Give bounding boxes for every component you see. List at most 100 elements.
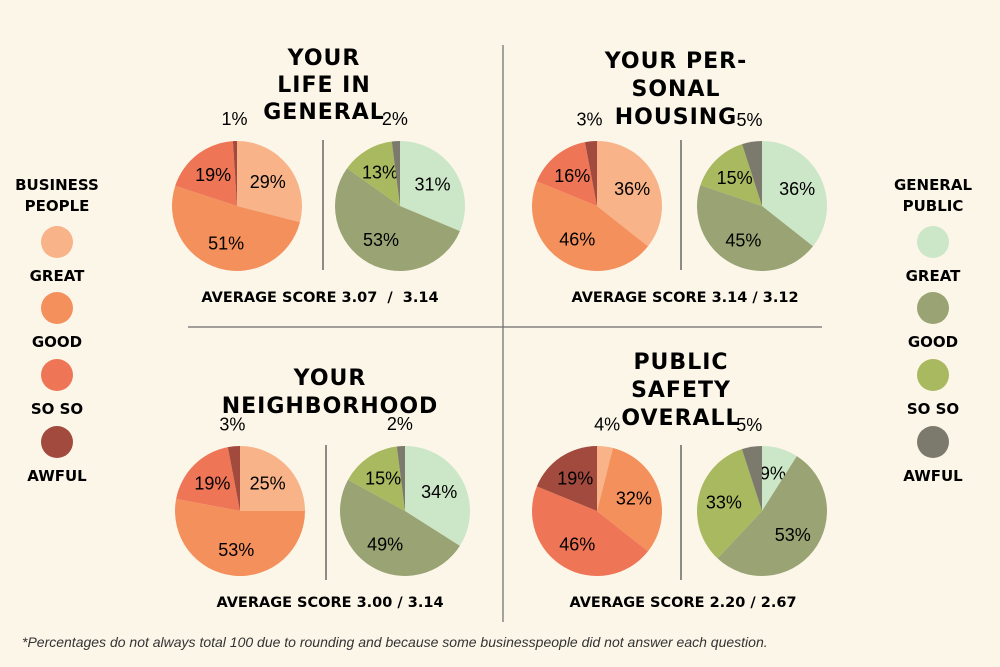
pie-slice — [531, 486, 648, 577]
legend-swatch — [917, 226, 949, 258]
pie-business-people: 36% 46% 16% 3% — [531, 109, 663, 272]
slice-label: 53% — [218, 540, 254, 560]
slice-label: 32% — [616, 489, 652, 509]
pie-slice — [741, 446, 762, 511]
legend-swatch — [917, 359, 949, 391]
average-score: AVERAGE SCORE 2.20 / 2.67 — [569, 595, 796, 611]
slice-label: 4% — [594, 415, 620, 435]
pie-slice — [396, 445, 405, 511]
legend-general-public: GENERAL PUBLIC GREAT GOOD SO SO AWFUL — [894, 176, 973, 485]
pie-business-people: 25% 53% 19% 3% — [174, 414, 305, 576]
slice-label: 45% — [725, 230, 761, 250]
legend-label: SO SO — [31, 400, 83, 418]
slice-label: 9% — [760, 464, 786, 484]
panel-title: GENERAL — [263, 100, 385, 125]
slice-label: 19% — [194, 473, 230, 493]
panel-3: YOUR NEIGHBORHOOD 25% 53% 19% 3% 34% 49% 15% 2% AV… — [174, 366, 470, 611]
slice-label: 46% — [559, 230, 595, 250]
slice-label: 3% — [576, 109, 602, 129]
slice-label: 31% — [414, 174, 450, 194]
pie-slice — [597, 446, 614, 511]
pie-slice — [391, 140, 400, 206]
slice-label: 2% — [382, 109, 408, 129]
slice-label: 15% — [717, 168, 753, 188]
pie-general-public: 36% 45% 15% 5% — [697, 110, 828, 271]
panel-title: YOUR — [287, 46, 361, 71]
slice-label: 53% — [363, 230, 399, 250]
panel-title: YOUR PER- — [604, 49, 748, 74]
pie-slice — [584, 141, 597, 206]
average-score: AVERAGE SCORE 3.14 / 3.12 — [571, 290, 798, 306]
slice-label: 19% — [195, 165, 231, 185]
panel-title: YOUR — [293, 366, 367, 391]
pie-slice — [700, 144, 762, 206]
slice-label: 53% — [775, 525, 811, 545]
pie-slice — [536, 445, 597, 511]
pie-slice — [717, 456, 827, 576]
slice-label: 3% — [219, 414, 245, 434]
slice-label: 15% — [365, 469, 401, 489]
pie-slice — [762, 141, 828, 247]
pie-slice — [762, 446, 797, 511]
slice-label: 49% — [367, 535, 403, 555]
legend-swatch — [917, 426, 949, 458]
pie-business-people: 4% 32% 46% 19% — [531, 415, 663, 577]
legend-label: AWFUL — [27, 467, 87, 485]
slice-label: 36% — [614, 179, 650, 199]
legend-label: GREAT — [906, 267, 962, 285]
pie-slice — [536, 142, 597, 206]
panel-title: PUBLIC — [633, 350, 728, 375]
slice-label: 34% — [421, 482, 457, 502]
legend-label: AWFUL — [903, 467, 963, 485]
legend-title: PEOPLE — [25, 197, 90, 215]
pie-slice — [334, 168, 460, 272]
panel-2: YOUR PER- SONAL HOUSING 36% 46% 16% 3% 36% 45% 15… — [531, 49, 828, 306]
legend-title: GENERAL — [894, 176, 973, 194]
pie-slice — [175, 141, 237, 206]
pie-general-public: 31% 53% 13% 2% — [334, 109, 465, 272]
slice-label: 2% — [387, 414, 413, 434]
pie-slice — [531, 181, 648, 272]
legend-label: GOOD — [32, 333, 82, 351]
slice-label: 46% — [559, 535, 595, 555]
average-score: AVERAGE SCORE 3.00 / 3.14 — [216, 595, 443, 611]
legend-business-people: BUSINESS PEOPLE GREAT GOOD SO SO AWFUL — [15, 176, 99, 485]
pie-slice — [174, 498, 305, 576]
pie-slice — [400, 141, 465, 232]
legend-label: SO SO — [907, 400, 959, 418]
pie-slice — [240, 446, 305, 511]
average-score: AVERAGE SCORE 3.07 / 3.14 — [201, 290, 438, 306]
pie-slice — [597, 448, 663, 552]
slice-label: 16% — [554, 166, 590, 186]
legend-swatch — [41, 292, 73, 324]
slice-label: 25% — [250, 473, 286, 493]
pie-slice — [696, 449, 762, 559]
panel-title: SAFETY — [631, 378, 731, 403]
footnote: *Percentages do not always total 100 due… — [22, 634, 768, 650]
slice-label: 5% — [736, 415, 762, 435]
legend-title: PUBLIC — [903, 197, 964, 215]
panel-title: OVERALL — [621, 406, 740, 431]
legend-swatch — [917, 292, 949, 324]
pie-slice — [237, 141, 303, 223]
pie-business-people: 29% 51% 19% 1% — [172, 109, 303, 271]
pie-slice — [347, 141, 400, 206]
pie-slice — [227, 445, 240, 511]
slice-label: 36% — [779, 179, 815, 199]
pie-slice — [742, 141, 762, 206]
panel-title: SONAL — [631, 77, 720, 102]
pie-general-public: 9% 53% 33% 5% — [696, 415, 827, 576]
pie-slice — [348, 446, 405, 511]
slice-label: 51% — [208, 234, 244, 254]
panel-title: NEIGHBORHOOD — [222, 394, 439, 419]
slice-label: 5% — [736, 110, 762, 130]
pie-slice — [697, 185, 813, 271]
legend-title: BUSINESS — [15, 176, 99, 194]
legend-swatch — [41, 359, 73, 391]
pie-slice — [597, 141, 663, 247]
panel-title: LIFE IN — [277, 73, 371, 98]
slice-label: 29% — [250, 172, 286, 192]
legend-swatch — [41, 226, 73, 258]
slice-label: 1% — [221, 109, 247, 129]
